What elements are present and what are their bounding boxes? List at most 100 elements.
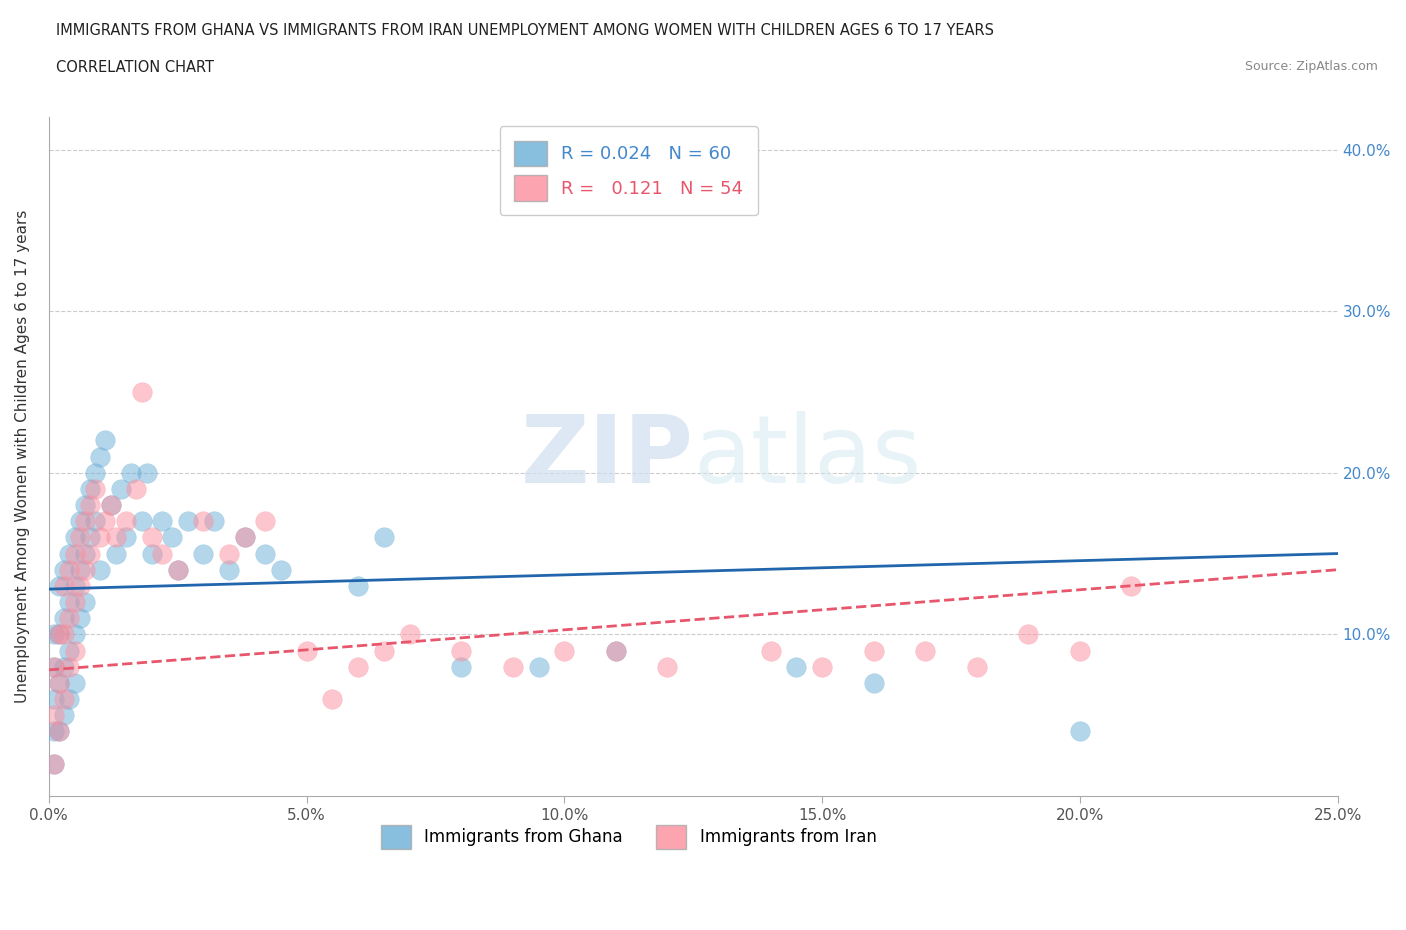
Point xyxy=(966,659,988,674)
Point xyxy=(125,482,148,497)
Point xyxy=(89,449,111,464)
Point xyxy=(58,594,80,609)
Point xyxy=(79,482,101,497)
Point xyxy=(84,465,107,480)
Point xyxy=(53,708,76,723)
Point xyxy=(347,578,370,593)
Point xyxy=(63,675,86,690)
Point xyxy=(42,659,65,674)
Point xyxy=(254,546,277,561)
Point xyxy=(48,627,70,642)
Point xyxy=(347,659,370,674)
Point xyxy=(58,659,80,674)
Point xyxy=(527,659,550,674)
Point xyxy=(63,530,86,545)
Point xyxy=(42,708,65,723)
Point xyxy=(53,627,76,642)
Point xyxy=(100,498,122,512)
Point xyxy=(58,611,80,626)
Point xyxy=(657,659,679,674)
Point xyxy=(162,530,184,545)
Point xyxy=(48,627,70,642)
Point xyxy=(1121,578,1143,593)
Point xyxy=(605,643,627,658)
Point xyxy=(233,530,256,545)
Point xyxy=(53,578,76,593)
Point xyxy=(295,643,318,658)
Point xyxy=(115,513,138,528)
Point xyxy=(58,546,80,561)
Point xyxy=(63,627,86,642)
Point xyxy=(73,498,96,512)
Point xyxy=(254,513,277,528)
Point xyxy=(759,643,782,658)
Point xyxy=(914,643,936,658)
Point xyxy=(605,643,627,658)
Point xyxy=(69,530,91,545)
Point xyxy=(202,513,225,528)
Point xyxy=(73,563,96,578)
Point xyxy=(218,546,240,561)
Point xyxy=(69,563,91,578)
Point xyxy=(131,384,153,399)
Point xyxy=(53,692,76,707)
Point xyxy=(53,659,76,674)
Point xyxy=(166,563,188,578)
Point xyxy=(115,530,138,545)
Point xyxy=(141,530,163,545)
Point xyxy=(42,659,65,674)
Point xyxy=(84,482,107,497)
Point xyxy=(94,513,117,528)
Text: CORRELATION CHART: CORRELATION CHART xyxy=(56,60,214,75)
Point xyxy=(177,513,200,528)
Point xyxy=(270,563,292,578)
Point xyxy=(811,659,834,674)
Text: Source: ZipAtlas.com: Source: ZipAtlas.com xyxy=(1244,60,1378,73)
Legend: Immigrants from Ghana, Immigrants from Iran: Immigrants from Ghana, Immigrants from I… xyxy=(374,818,883,856)
Point xyxy=(321,692,343,707)
Point xyxy=(48,724,70,738)
Point xyxy=(53,611,76,626)
Point xyxy=(73,513,96,528)
Point xyxy=(69,611,91,626)
Point xyxy=(120,465,142,480)
Point xyxy=(58,692,80,707)
Point xyxy=(58,563,80,578)
Point xyxy=(141,546,163,561)
Text: ZIP: ZIP xyxy=(520,411,693,502)
Point xyxy=(862,643,884,658)
Point xyxy=(150,546,173,561)
Point xyxy=(1017,627,1039,642)
Point xyxy=(110,482,132,497)
Point xyxy=(69,513,91,528)
Point xyxy=(193,546,215,561)
Point xyxy=(166,563,188,578)
Point xyxy=(48,675,70,690)
Point xyxy=(233,530,256,545)
Point xyxy=(502,659,524,674)
Point xyxy=(53,563,76,578)
Point xyxy=(42,724,65,738)
Point xyxy=(862,675,884,690)
Point xyxy=(89,530,111,545)
Point xyxy=(42,756,65,771)
Point xyxy=(104,530,127,545)
Point xyxy=(1069,643,1091,658)
Point xyxy=(104,546,127,561)
Point xyxy=(135,465,157,480)
Point xyxy=(553,643,575,658)
Point xyxy=(218,563,240,578)
Point xyxy=(84,513,107,528)
Point xyxy=(1069,724,1091,738)
Point xyxy=(58,643,80,658)
Point xyxy=(450,659,472,674)
Point xyxy=(73,546,96,561)
Point xyxy=(131,513,153,528)
Point xyxy=(63,546,86,561)
Point xyxy=(150,513,173,528)
Point xyxy=(42,692,65,707)
Point xyxy=(89,563,111,578)
Point xyxy=(73,594,96,609)
Point xyxy=(48,578,70,593)
Point xyxy=(63,578,86,593)
